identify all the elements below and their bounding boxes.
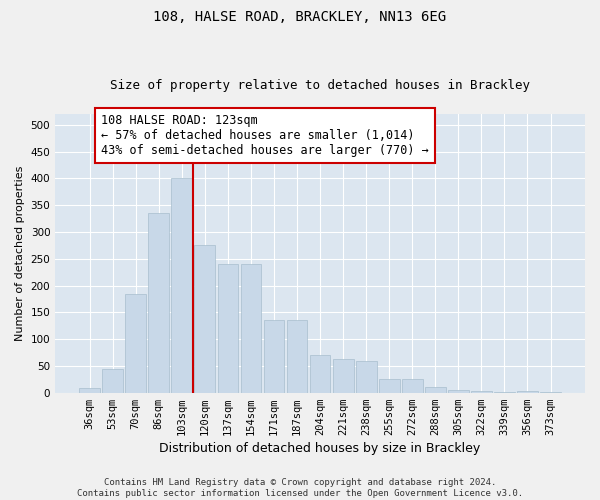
Bar (448, 390, 469, 392)
Bar (425, 388, 446, 392)
Title: Size of property relative to detached houses in Brackley: Size of property relative to detached ho… (110, 79, 530, 92)
Bar (194, 246, 215, 392)
Bar (148, 213, 169, 392)
Bar (471, 390, 492, 392)
Bar (517, 391, 538, 392)
Bar (263, 320, 284, 392)
Bar (172, 178, 192, 392)
Bar (218, 264, 238, 392)
X-axis label: Distribution of detached houses by size in Brackley: Distribution of detached houses by size … (160, 442, 481, 455)
Text: Contains HM Land Registry data © Crown copyright and database right 2024.
Contai: Contains HM Land Registry data © Crown c… (77, 478, 523, 498)
Bar (310, 355, 331, 393)
Bar (356, 360, 377, 392)
Bar (102, 368, 123, 392)
Bar (402, 380, 422, 392)
Bar (241, 264, 262, 392)
Bar (125, 294, 146, 392)
Bar (79, 388, 100, 392)
Bar (379, 380, 400, 392)
Bar (287, 320, 307, 392)
Bar (333, 359, 353, 392)
Text: 108 HALSE ROAD: 123sqm
← 57% of detached houses are smaller (1,014)
43% of semi-: 108 HALSE ROAD: 123sqm ← 57% of detached… (101, 114, 429, 157)
Y-axis label: Number of detached properties: Number of detached properties (15, 166, 25, 341)
Text: 108, HALSE ROAD, BRACKLEY, NN13 6EG: 108, HALSE ROAD, BRACKLEY, NN13 6EG (154, 10, 446, 24)
